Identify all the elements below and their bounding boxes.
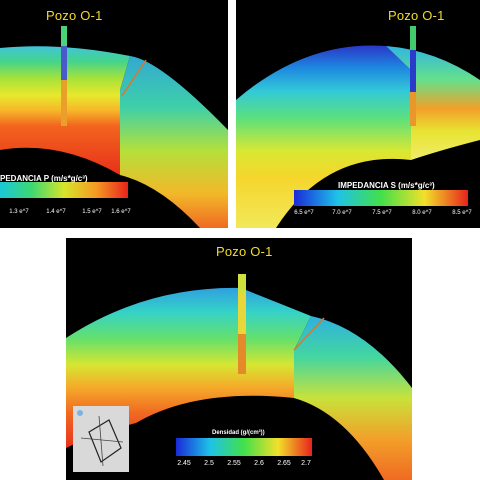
colorbar-tick: 2.7 [301,460,311,467]
colorbar-tick: 7.0 e^7 [332,210,352,216]
well-label: Pozo O-1 [216,244,273,259]
colorbar-tick: 2.55 [227,460,241,467]
colorbar-tick: 8.5 e^7 [452,210,472,216]
well-label: Pozo O-1 [388,8,445,23]
survey-outline-icon [80,415,124,467]
colorbar-tick: 8.0 e^7 [412,210,432,216]
densidad-panel: Pozo O-1 Densidad (g/(cm³)) 2.45 2.5 2.5… [66,238,412,480]
well-log-track [410,26,416,126]
colorbar-tick: 1.3 e^7 [9,209,29,215]
well-label: Pozo O-1 [46,8,103,23]
colorbar-tick: 2.5 [204,460,214,467]
fault-line [121,59,147,97]
colorbar [0,182,128,198]
colorbar [176,438,312,456]
seismic-section-left-block [236,45,411,228]
colorbar-tick: 2.45 [177,460,191,467]
colorbar-tick: 1.6 e^7 [111,209,131,215]
colorbar-tick: 2.65 [277,460,291,467]
colorbar-tick: 1.5 e^7 [82,209,102,215]
seismic-section-right-block [120,56,228,228]
north-marker-icon [77,410,83,416]
impedancia-p-section [0,26,228,228]
colorbar-title: Densidad (g/(cm³)) [212,430,265,436]
impedancia-p-panel: Pozo O-1 PEDANCIA P (m/s*g/c³) 1.3 e^7 1… [0,0,228,228]
seismic-section-right-block [294,316,412,480]
colorbar-tick: 1.4 e^7 [46,209,66,215]
well-log-track [61,26,67,126]
colorbar-tick: 7.5 e^7 [372,210,392,216]
seismic-section-right-block [386,46,480,160]
well-log-track [238,274,246,374]
colorbar [294,190,468,206]
location-map-inset [73,406,129,472]
colorbar-tick: 6.5 e^7 [294,210,314,216]
colorbar-title: IMPEDANCIA S (m/s*g/c³) [338,181,435,190]
fault-line [293,317,325,351]
colorbar-title: PEDANCIA P (m/s*g/c³) [0,174,88,183]
impedancia-s-section [236,26,480,228]
colorbar-tick: 2.6 [254,460,264,467]
impedancia-s-panel: Pozo O-1 IMPEDANCIA S (m/s*g/c³) 6.5 e^7… [236,0,480,228]
